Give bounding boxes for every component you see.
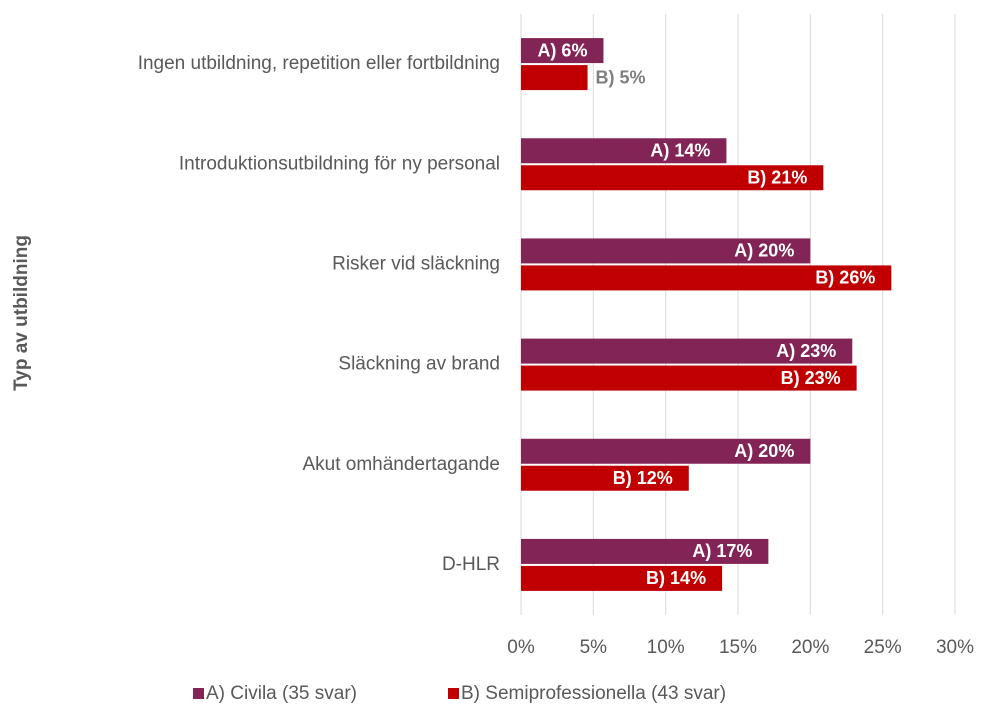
legend-swatch xyxy=(193,688,204,699)
data-label: A) 14% xyxy=(650,141,710,161)
bar xyxy=(521,65,588,91)
data-label: A) 17% xyxy=(692,541,752,561)
data-label: A) 6% xyxy=(537,40,587,60)
bar xyxy=(521,465,689,491)
y-tick-label: Risker vid släckning xyxy=(332,253,500,274)
y-tick-label: D-HLR xyxy=(442,554,500,575)
data-label: B) 14% xyxy=(646,568,706,588)
y-tick-label: Ingen utbildning, repetition eller fortb… xyxy=(138,53,500,74)
legend-swatch xyxy=(448,688,459,699)
data-label: B) 26% xyxy=(815,268,875,288)
bar xyxy=(521,38,604,64)
data-label: B) 23% xyxy=(781,368,841,388)
y-axis-title: Typ av utbildning xyxy=(11,235,32,391)
data-label: A) 23% xyxy=(776,341,836,361)
bar xyxy=(521,138,727,164)
legend-label: A) Civila (35 svar) xyxy=(206,683,357,704)
x-tick-label: 15% xyxy=(719,637,757,658)
bar xyxy=(521,165,824,191)
data-label: B) 21% xyxy=(747,168,807,188)
y-tick-label: Akut omhändertagande xyxy=(302,454,500,475)
x-tick-label: 10% xyxy=(647,637,685,658)
x-tick-label: 30% xyxy=(936,637,974,658)
bar xyxy=(521,365,857,391)
y-tick-label: Släckning av brand xyxy=(338,354,500,375)
x-tick-label: 25% xyxy=(864,637,902,658)
data-label: A) 20% xyxy=(734,241,794,261)
bar xyxy=(521,438,811,464)
data-label: B) 5% xyxy=(596,67,646,87)
bar xyxy=(521,538,769,564)
bar xyxy=(521,565,723,591)
bar xyxy=(521,265,892,291)
legend-label: B) Semiprofessionella (43 svar) xyxy=(461,683,726,704)
x-tick-label: 0% xyxy=(507,637,535,658)
x-tick-label: 5% xyxy=(580,637,608,658)
bar xyxy=(521,238,811,264)
bar xyxy=(521,338,853,364)
data-label: A) 20% xyxy=(734,441,794,461)
y-tick-label: Introduktionsutbildning för ny personal xyxy=(179,153,500,174)
data-label: B) 12% xyxy=(613,468,673,488)
x-tick-label: 20% xyxy=(791,637,829,658)
